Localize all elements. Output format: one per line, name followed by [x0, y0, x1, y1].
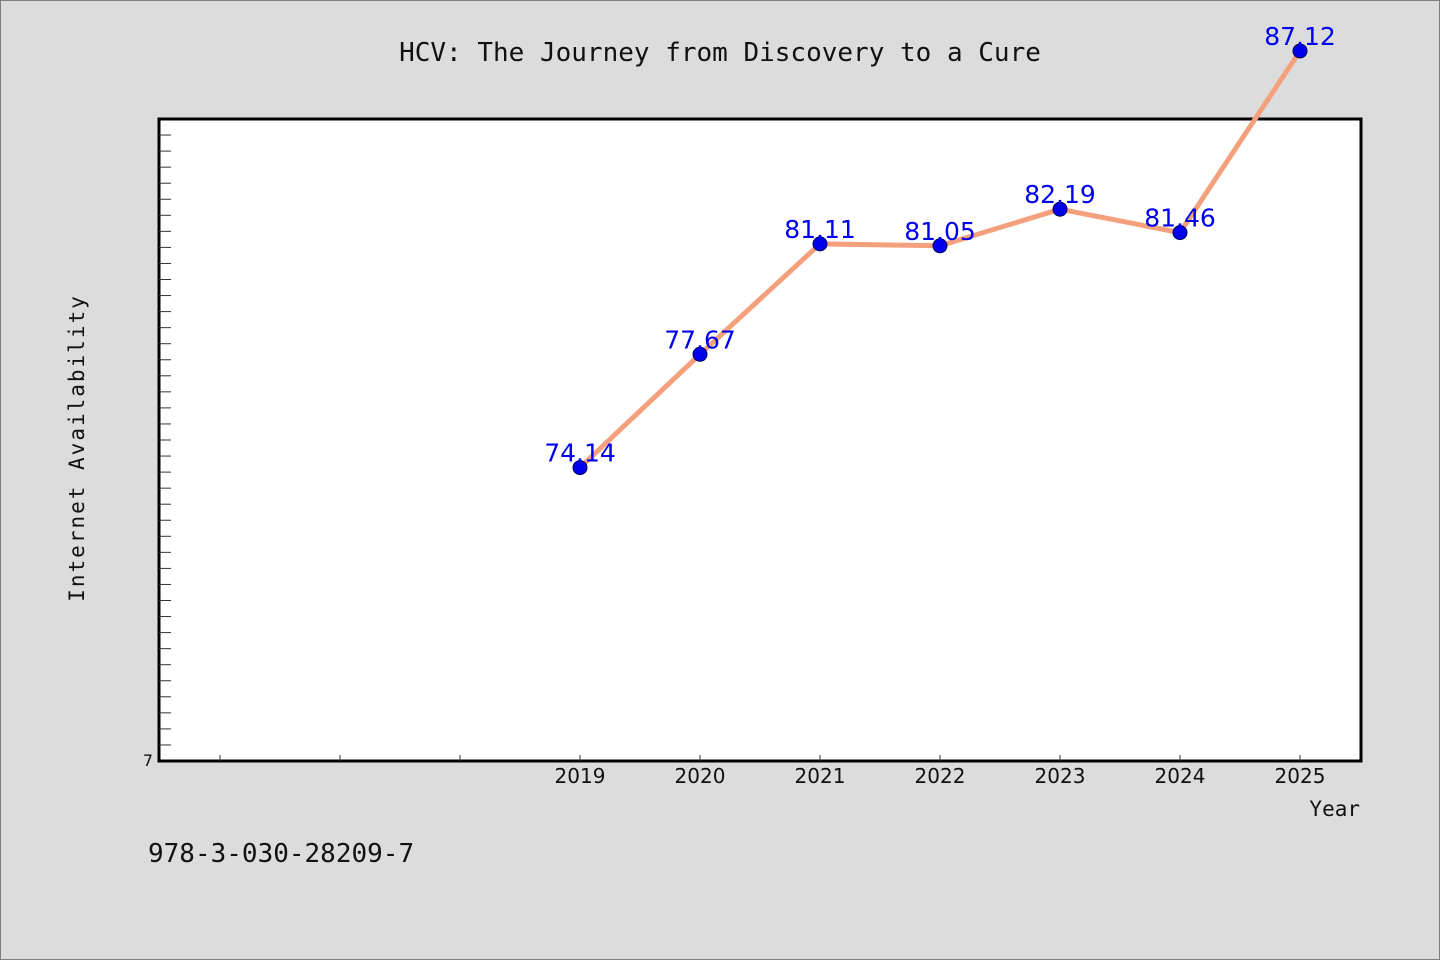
x-tick-label: 2023: [1035, 764, 1086, 788]
x-axis-label: Year: [1309, 797, 1360, 821]
y-axis-ticks: [159, 134, 171, 746]
data-point: [812, 236, 828, 252]
x-tick-label: 2019: [555, 764, 606, 788]
data-point: [692, 346, 708, 362]
x-tick-label: 2025: [1275, 764, 1326, 788]
x-tick-label: 2024: [1155, 764, 1206, 788]
data-label: 74.14: [544, 439, 616, 468]
x-tick-label: 2020: [675, 764, 726, 788]
data-label: 82.19: [1024, 180, 1096, 209]
plot-area: [157, 117, 1363, 763]
data-label: 81.05: [904, 217, 976, 246]
series-markers: [572, 43, 1308, 476]
data-label: 87.12: [1264, 22, 1336, 51]
data-label: 81.46: [1144, 204, 1216, 233]
x-axis-ticks: [219, 755, 1301, 761]
y-axis-bottom-label: 7: [143, 751, 153, 770]
data-point: [932, 238, 948, 254]
data-point: [1292, 43, 1308, 59]
x-tick-label: 2021: [795, 764, 846, 788]
x-tick-label: 2022: [915, 764, 966, 788]
data-point: [1052, 201, 1068, 217]
isbn-text: 978-3-030-28209-7: [148, 839, 414, 869]
chart-title: HCV: The Journey from Discovery to a Cur…: [399, 38, 1041, 68]
data-point: [572, 460, 588, 476]
data-label: 77.67: [664, 325, 736, 354]
x-axis-tick-labels: 2019 2020 2021 2022 2023 2024 2025: [555, 764, 1326, 788]
y-axis-label: Internet Availability: [65, 294, 89, 602]
data-labels: 74.14 77.67 81.11 81.05 82.19 81.46 87.12: [544, 22, 1336, 468]
data-point: [1172, 225, 1188, 241]
data-label: 81.11: [784, 215, 856, 244]
